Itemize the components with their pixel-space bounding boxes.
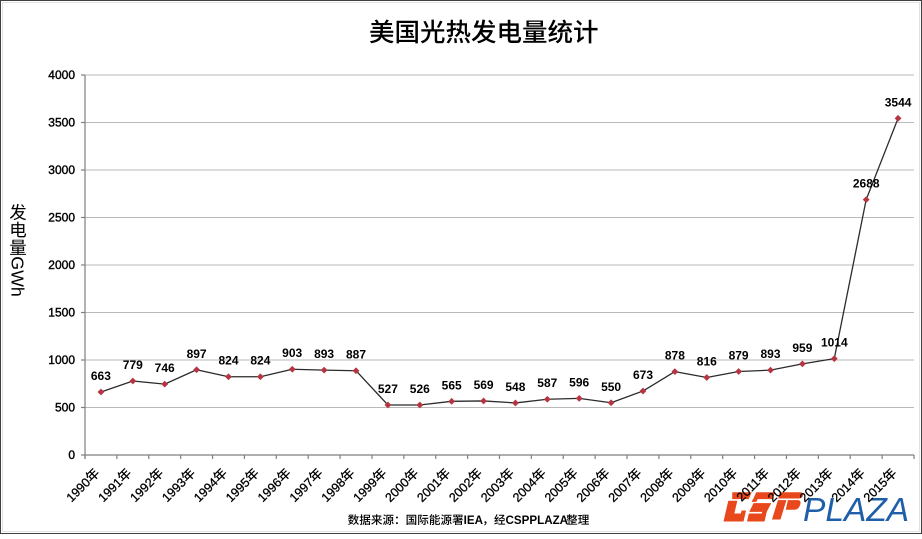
- svg-text:500: 500: [55, 401, 75, 415]
- svg-text:3544: 3544: [885, 95, 912, 109]
- svg-text:878: 878: [665, 349, 685, 363]
- svg-text:824: 824: [218, 354, 238, 368]
- svg-text:2688: 2688: [853, 177, 880, 191]
- svg-text:673: 673: [633, 368, 653, 382]
- svg-text:1000: 1000: [48, 353, 75, 367]
- svg-text:2500: 2500: [48, 211, 75, 225]
- svg-text:824: 824: [250, 354, 270, 368]
- svg-text:959: 959: [792, 341, 812, 355]
- svg-text:1500: 1500: [48, 306, 75, 320]
- svg-text:IEA: IEA: [464, 514, 484, 527]
- svg-text:587: 587: [537, 376, 557, 390]
- svg-text:0: 0: [68, 448, 75, 462]
- svg-text:1014: 1014: [821, 336, 848, 350]
- svg-text:GWh: GWh: [7, 256, 27, 297]
- svg-text:879: 879: [729, 349, 749, 363]
- svg-text:893: 893: [314, 347, 334, 361]
- svg-text:PLAZA: PLAZA: [803, 492, 909, 529]
- svg-text:565: 565: [442, 378, 462, 392]
- svg-text:CSPPLAZA: CSPPLAZA: [506, 514, 569, 527]
- svg-text:548: 548: [505, 380, 525, 394]
- svg-text:3000: 3000: [48, 163, 75, 177]
- svg-text:526: 526: [410, 382, 430, 396]
- svg-text:2000: 2000: [48, 258, 75, 272]
- svg-text:569: 569: [474, 378, 494, 392]
- svg-text:550: 550: [601, 380, 621, 394]
- svg-text:887: 887: [346, 348, 366, 362]
- svg-text:779: 779: [123, 358, 143, 372]
- svg-text:746: 746: [155, 361, 175, 375]
- svg-text:4000: 4000: [48, 68, 75, 82]
- svg-text:663: 663: [91, 369, 111, 383]
- svg-text:903: 903: [282, 346, 302, 360]
- svg-text:897: 897: [187, 347, 207, 361]
- svg-text:893: 893: [760, 347, 780, 361]
- svg-text:3500: 3500: [48, 116, 75, 130]
- svg-text:527: 527: [378, 382, 398, 396]
- svg-text:816: 816: [697, 355, 717, 369]
- svg-text:596: 596: [569, 375, 589, 389]
